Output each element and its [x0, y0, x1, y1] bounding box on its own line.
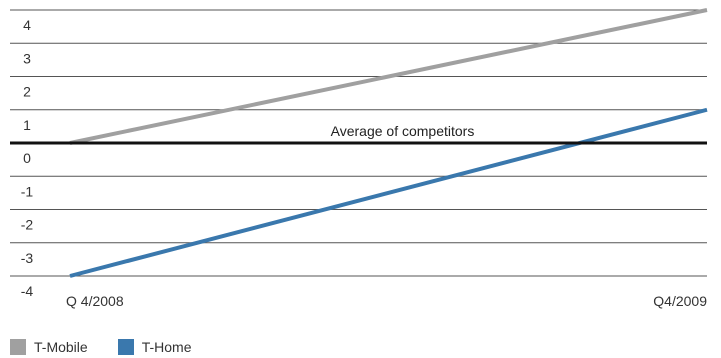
legend-label-t-mobile: T-Mobile	[34, 339, 88, 355]
y-tick-label: -1	[21, 183, 34, 199]
competitor-baseline: Average of competitors	[10, 123, 707, 145]
legend-swatch-t-mobile	[10, 339, 26, 355]
legend-label-t-home: T-Home	[141, 339, 192, 355]
y-axis-ticks: 4 3 2 1 0 -1 -2 -3 -4	[21, 17, 34, 299]
y-tick-label: 3	[23, 50, 31, 66]
y-tick-label: 0	[23, 150, 31, 166]
series-lines	[69, 8, 708, 278]
x-axis-ticks: Q 4/2008 Q4/2009	[66, 293, 707, 309]
series-line-t-mobile	[69, 8, 708, 145]
legend-swatch-t-home	[117, 339, 134, 355]
y-tick-label: 2	[23, 84, 31, 100]
y-tick-label: 4	[23, 17, 31, 33]
y-tick-label: -3	[21, 250, 34, 266]
gridlines	[10, 9, 707, 277]
y-tick-label: -2	[21, 217, 34, 233]
legend-item-t-home: T-Home	[117, 339, 192, 355]
legend: T-Mobile T-Home	[10, 339, 221, 355]
y-tick-label: 1	[23, 117, 31, 133]
x-tick-label: Q4/2009	[653, 293, 707, 309]
line-chart: 4 3 2 1 0 -1 -2 -3 -4 Average of competitors Q 4…	[10, 8, 708, 309]
series-line-t-home	[69, 107, 708, 278]
y-tick-label: -4	[21, 283, 34, 299]
baseline-label: Average of competitors	[331, 123, 475, 139]
legend-item-t-mobile: T-Mobile	[10, 339, 88, 355]
x-tick-label: Q 4/2008	[66, 293, 124, 309]
